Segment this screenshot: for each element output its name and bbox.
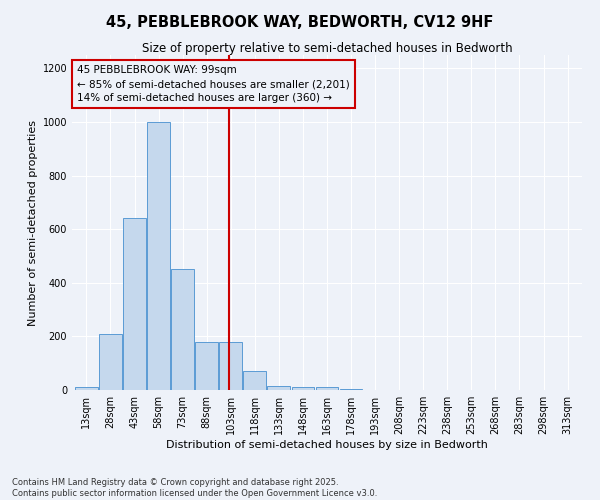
Text: 45 PEBBLEBROOK WAY: 99sqm
← 85% of semi-detached houses are smaller (2,201)
14% : 45 PEBBLEBROOK WAY: 99sqm ← 85% of semi-…	[77, 65, 350, 103]
Bar	[147, 122, 170, 390]
Bar	[123, 218, 146, 390]
Bar	[75, 388, 98, 390]
Bar	[316, 388, 338, 390]
X-axis label: Distribution of semi-detached houses by size in Bedworth: Distribution of semi-detached houses by …	[166, 440, 488, 450]
Text: Contains HM Land Registry data © Crown copyright and database right 2025.
Contai: Contains HM Land Registry data © Crown c…	[12, 478, 377, 498]
Bar	[220, 342, 242, 390]
Title: Size of property relative to semi-detached houses in Bedworth: Size of property relative to semi-detach…	[142, 42, 512, 55]
Text: 45, PEBBLEBROOK WAY, BEDWORTH, CV12 9HF: 45, PEBBLEBROOK WAY, BEDWORTH, CV12 9HF	[106, 15, 494, 30]
Y-axis label: Number of semi-detached properties: Number of semi-detached properties	[28, 120, 38, 326]
Bar	[99, 334, 122, 390]
Bar	[244, 371, 266, 390]
Bar	[268, 386, 290, 390]
Bar	[195, 342, 218, 390]
Bar	[171, 270, 194, 390]
Bar	[292, 388, 314, 390]
